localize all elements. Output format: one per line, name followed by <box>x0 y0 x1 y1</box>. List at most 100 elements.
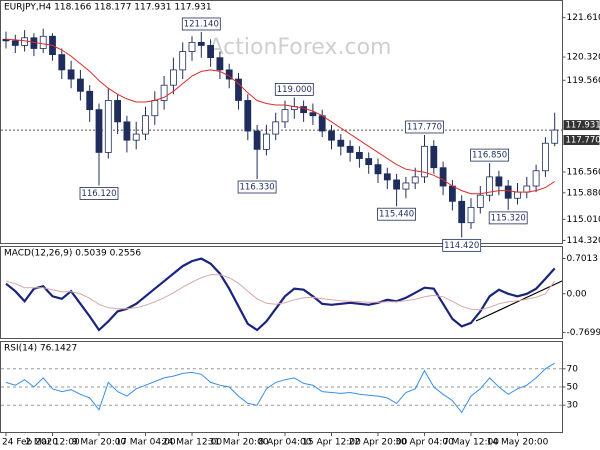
candle-body <box>523 185 531 193</box>
candle-body <box>272 121 280 135</box>
candle-body <box>39 35 47 49</box>
y-tick-label: 114.320 <box>567 236 600 246</box>
candle-body <box>77 78 84 92</box>
annotation-label: 115.320 <box>491 213 526 223</box>
macd-panel <box>0 246 563 339</box>
candle-body <box>337 139 345 147</box>
y-tick-label: 121.610 <box>567 13 600 23</box>
candle-body <box>160 84 168 101</box>
candle-body <box>346 145 354 153</box>
annotation-box <box>470 148 510 162</box>
candle-body <box>207 45 215 59</box>
candle-body <box>495 176 503 187</box>
annotation-label: 117.770 <box>407 122 442 132</box>
y-tick-label: 119.560 <box>567 76 600 86</box>
price-label-box <box>563 134 600 145</box>
price-label: 117.931 <box>566 121 600 131</box>
candle-body <box>300 106 308 114</box>
x-tick-label: 24 Feb 2020 <box>2 438 58 448</box>
series-line <box>5 38 555 195</box>
candle-body <box>532 170 540 187</box>
y-tick-label: 0.7013 <box>567 254 599 264</box>
annotation-box <box>488 211 528 225</box>
candle-body <box>393 179 401 190</box>
candle-body <box>142 115 149 135</box>
candle-body <box>318 115 326 132</box>
candle-body <box>262 133 270 150</box>
candle-body <box>439 167 447 187</box>
candle-body <box>476 194 484 208</box>
candle-body <box>542 142 549 172</box>
x-tick-label: 31 Mar 20:00 <box>208 438 268 448</box>
price-label: 117.770 <box>566 135 600 145</box>
candle-body <box>355 152 363 159</box>
candle-body <box>309 112 317 117</box>
candle-body <box>486 176 494 196</box>
x-tick-label: 15 Apr 12:00 <box>302 438 361 448</box>
candle-body <box>67 69 75 80</box>
candle-body <box>514 191 521 199</box>
candle-body <box>58 54 66 71</box>
y-tick-label: 50 <box>567 383 579 393</box>
candle-body <box>402 182 410 190</box>
y-tick-label: 0.00 <box>567 289 587 299</box>
candle-body <box>383 173 391 181</box>
candle-body <box>197 41 205 46</box>
annotation-box <box>377 207 417 221</box>
candle-body <box>421 145 428 178</box>
x-tick-label: 14 May 20:00 <box>487 438 549 448</box>
candle-body <box>132 133 140 141</box>
candle-body <box>253 130 261 150</box>
annotation-box <box>274 82 314 96</box>
candle-body <box>104 100 112 153</box>
x-tick-label: 24 Mar 12:00 <box>162 438 222 448</box>
macd-title: MACD(12,26,9) 0.5039 0.2556 <box>4 249 141 259</box>
annotation-label: 119.000 <box>277 85 312 95</box>
y-tick-label: 115.880 <box>567 188 600 198</box>
annotation-label: 116.120 <box>81 189 116 199</box>
candle-body <box>188 41 196 52</box>
series-line <box>5 274 556 311</box>
candle-body <box>114 100 121 123</box>
y-tick-label: 115.010 <box>567 215 600 225</box>
candle-body <box>448 185 456 202</box>
annotation-box <box>405 120 444 134</box>
candle-body <box>374 164 382 175</box>
candle-body <box>216 57 224 71</box>
annotation-label: 114.420 <box>444 241 479 251</box>
annotation-box <box>79 187 119 200</box>
watermark: ActionForex.com <box>209 35 392 60</box>
x-tick-label: 22 Apr 20:00 <box>349 438 408 448</box>
x-tick-label: 9 Mar 20:00 <box>72 438 127 448</box>
candle-body <box>235 78 242 101</box>
candle-body <box>504 185 512 199</box>
candle-body <box>365 158 373 166</box>
candle-body <box>11 40 19 46</box>
candle-body <box>86 90 94 111</box>
y-tick-label: -0.7699 <box>567 328 600 338</box>
y-tick-label: 116.560 <box>567 167 600 177</box>
candle-body <box>328 130 335 141</box>
rsi-title: RSI(14) 76.1427 <box>4 344 77 354</box>
candle-body <box>95 109 103 153</box>
x-tick-label: 2 Mar 12:00 <box>25 438 80 448</box>
candle-body <box>151 100 159 117</box>
candle-body <box>244 100 252 132</box>
y-tick-label: 30 <box>567 401 579 411</box>
candle-body <box>551 129 559 144</box>
annotation-box <box>237 180 277 194</box>
price-label-box <box>563 120 600 131</box>
annotation-label: 116.330 <box>240 183 275 193</box>
annotation-box <box>442 238 482 252</box>
candle-body <box>430 145 438 169</box>
candle-body <box>169 69 177 86</box>
price-panel <box>0 0 563 244</box>
x-tick-label: 7 May 12:00 <box>443 438 499 448</box>
annotation-label: 121.140 <box>184 19 219 29</box>
candle-body <box>281 109 289 123</box>
annotation-box <box>181 17 221 31</box>
price-title: EURJPY,H4 118.166 118.177 117.931 117.93… <box>4 3 212 13</box>
candle-body <box>411 176 419 184</box>
x-tick-label: 8 Apr 04:00 <box>259 438 312 448</box>
